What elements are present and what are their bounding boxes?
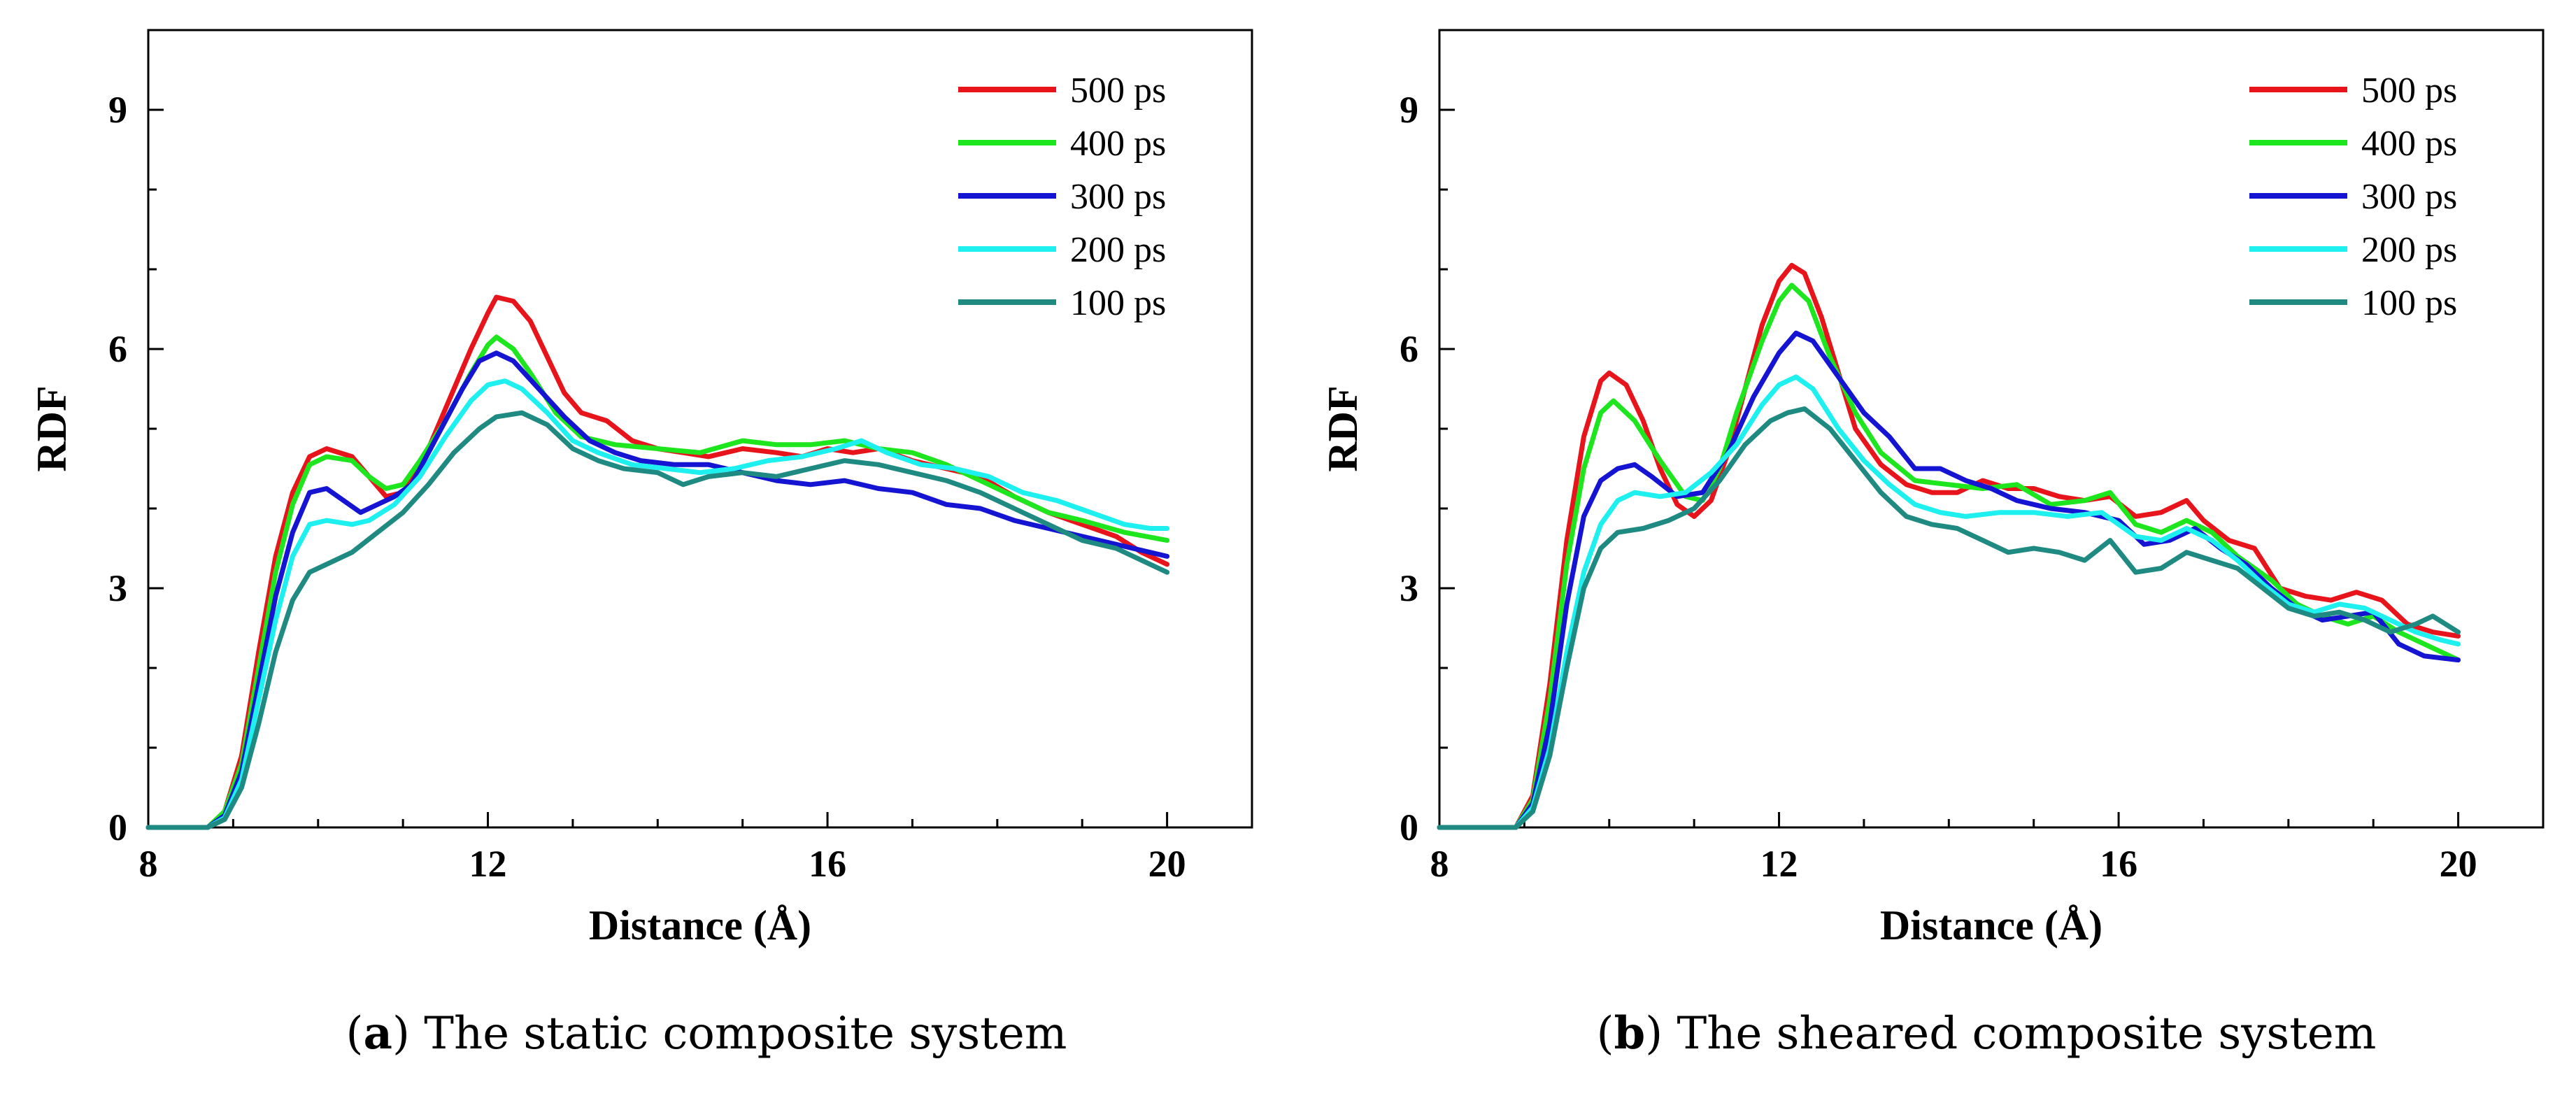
p0-x-tick-label: 16 bbox=[809, 843, 846, 885]
p0-y-tick-label: 3 bbox=[108, 567, 127, 609]
p1-legend-label: 500 ps bbox=[2361, 71, 2457, 111]
caption-b: (b) The sheared composite system bbox=[1596, 1007, 2377, 1060]
panel-b-sheared-chart: 8 12 16 20 0 3 6 9 Distance (Å) RDF 500 ps 400 ps 30… bbox=[1320, 29, 2545, 948]
p0-x-axis-label: Distance (Å) bbox=[589, 902, 811, 948]
p1-legend-label: 100 ps bbox=[2361, 283, 2457, 323]
p1-series-line-200ps bbox=[1437, 374, 2461, 830]
p1-x-axis-label: Distance (Å) bbox=[1880, 902, 2102, 948]
caption-b-text: The sheared composite system bbox=[1677, 1008, 2377, 1060]
p1-y-tick-label: 9 bbox=[1400, 89, 1418, 131]
p1-y-tick-label: 3 bbox=[1400, 567, 1418, 609]
p0-series-line-500ps bbox=[145, 294, 1170, 830]
p0-x-tick-label: 12 bbox=[469, 843, 507, 885]
p1-x-tick-label: 12 bbox=[1760, 843, 1798, 885]
p1-legend-label: 300 ps bbox=[2361, 177, 2457, 217]
caption-b-label: b bbox=[1614, 1007, 1646, 1060]
p0-legend-label: 200 ps bbox=[1070, 230, 1166, 270]
p1-x-tick-label: 20 bbox=[2440, 843, 2477, 885]
p0-legend-label: 100 ps bbox=[1070, 283, 1166, 323]
p0-legend-label: 300 ps bbox=[1070, 177, 1166, 217]
p1-series-line-100ps bbox=[1437, 406, 2461, 830]
p1-y-tick-label: 6 bbox=[1400, 328, 1418, 370]
p0-y-tick-label: 0 bbox=[108, 806, 127, 848]
caption-a: (a) The static composite system bbox=[346, 1007, 1067, 1060]
caption-a-label: a bbox=[363, 1007, 392, 1060]
p0-legend-label: 400 ps bbox=[1070, 124, 1166, 164]
p1-legend-label: 200 ps bbox=[2361, 230, 2457, 270]
p1-x-tick-label: 16 bbox=[2100, 843, 2137, 885]
p1-x-tick-label: 8 bbox=[1430, 843, 1449, 885]
p0-series-line-100ps bbox=[145, 410, 1170, 830]
caption-a-text: The static composite system bbox=[424, 1008, 1067, 1060]
p1-series-line-500ps bbox=[1437, 262, 2461, 830]
p0-x-tick-label: 20 bbox=[1148, 843, 1186, 885]
p0-legend-label: 500 ps bbox=[1070, 71, 1166, 111]
panel-a-static-chart: 8 12 16 20 0 3 6 9 Distance (Å) RDF 500 ps 400 ps 30… bbox=[29, 29, 1253, 948]
p1-y-axis-label: RDF bbox=[1320, 385, 1366, 471]
p0-series-line-200ps bbox=[145, 378, 1170, 830]
p0-y-tick-label: 6 bbox=[108, 328, 127, 370]
p1-y-tick-label: 0 bbox=[1400, 806, 1418, 848]
p0-y-tick-label: 9 bbox=[108, 89, 127, 131]
p0-series-line-300ps bbox=[145, 350, 1170, 830]
p1-legend-label: 400 ps bbox=[2361, 124, 2457, 164]
p0-series-line-400ps bbox=[145, 334, 1170, 830]
p1-series-line-400ps bbox=[1437, 283, 2461, 830]
p0-y-axis-label: RDF bbox=[29, 385, 75, 471]
p0-x-tick-label: 8 bbox=[139, 843, 158, 885]
